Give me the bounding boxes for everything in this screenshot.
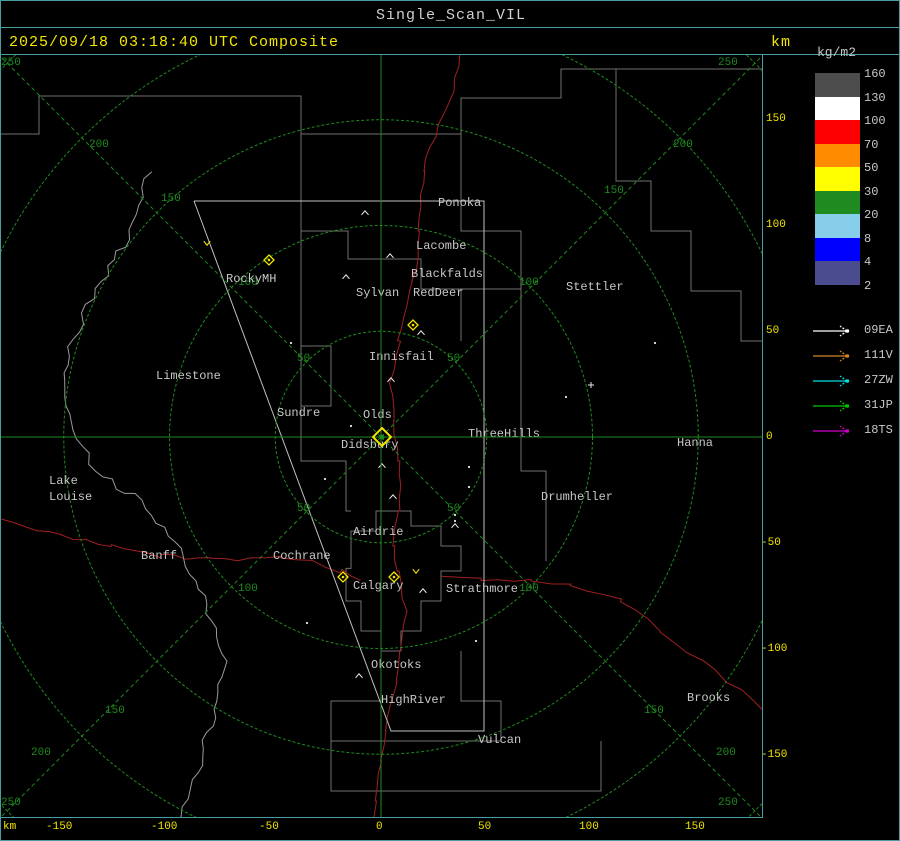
- svg-text:Sundre: Sundre: [277, 406, 320, 420]
- svg-text:Innisfail: Innisfail: [369, 350, 434, 364]
- svg-text:Olds: Olds: [363, 408, 392, 422]
- svg-text:Sylvan: Sylvan: [356, 286, 399, 300]
- svg-text:Okotoks: Okotoks: [371, 658, 421, 672]
- svg-text:100: 100: [519, 583, 539, 595]
- svg-text:150: 150: [644, 705, 664, 717]
- svg-text:100: 100: [519, 277, 539, 289]
- svg-text:RockyMH: RockyMH: [226, 272, 276, 286]
- svg-text:150: 150: [604, 185, 624, 197]
- svg-text:150: 150: [105, 705, 125, 717]
- svg-text:200: 200: [716, 747, 736, 759]
- svg-text:Didsbury: Didsbury: [341, 438, 399, 452]
- svg-text:ThreeHills: ThreeHills: [468, 427, 540, 441]
- svg-text:Stettler: Stettler: [566, 280, 624, 294]
- svg-text:100: 100: [238, 583, 258, 595]
- svg-text:50: 50: [297, 353, 310, 365]
- svg-text:50: 50: [447, 503, 460, 515]
- svg-text:200: 200: [89, 139, 109, 151]
- svg-text:50: 50: [297, 503, 310, 515]
- svg-text:Banff: Banff: [141, 549, 177, 563]
- svg-text:HighRiver: HighRiver: [381, 693, 446, 707]
- svg-text:RedDeer: RedDeer: [413, 286, 463, 300]
- svg-text:Cochrane: Cochrane: [273, 549, 331, 563]
- svg-text:Airdrie: Airdrie: [353, 525, 403, 539]
- svg-text:Ponoka: Ponoka: [438, 196, 481, 210]
- svg-text:Calgary: Calgary: [353, 579, 403, 593]
- svg-text:Brooks: Brooks: [687, 691, 730, 705]
- svg-text:Strathmore: Strathmore: [446, 582, 518, 596]
- svg-text:Lacombe: Lacombe: [416, 239, 466, 253]
- svg-text:Drumheller: Drumheller: [541, 490, 613, 504]
- svg-text:200: 200: [31, 747, 51, 759]
- svg-text:Lake: Lake: [49, 474, 78, 488]
- svg-text:200: 200: [673, 139, 693, 151]
- svg-text:Louise: Louise: [49, 490, 92, 504]
- svg-text:Limestone: Limestone: [156, 369, 221, 383]
- svg-text:150: 150: [161, 193, 181, 205]
- svg-text:Hanna: Hanna: [677, 436, 713, 450]
- svg-text:50: 50: [447, 353, 460, 365]
- svg-text:Blackfalds: Blackfalds: [411, 267, 483, 281]
- svg-text:Vulcan: Vulcan: [478, 733, 521, 747]
